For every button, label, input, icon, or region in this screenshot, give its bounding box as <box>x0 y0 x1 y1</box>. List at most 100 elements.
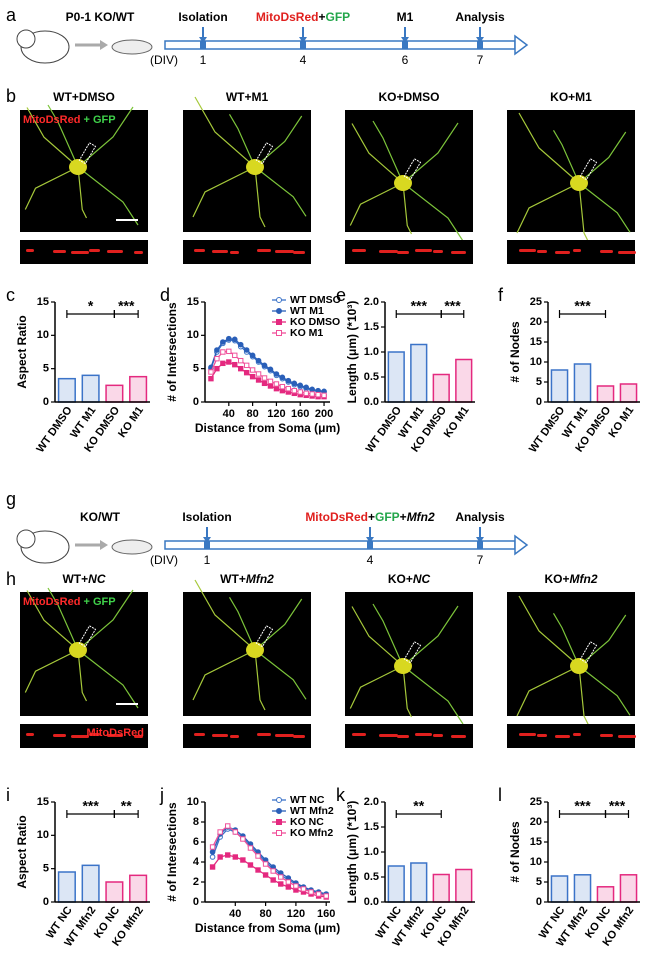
marker <box>247 862 254 868</box>
x-axis-label: Distance from Soma (μm) <box>195 921 340 935</box>
event-label: Isolation <box>178 10 227 24</box>
panel-label: a <box>6 5 17 25</box>
bar <box>387 351 405 403</box>
marker <box>261 380 268 387</box>
legend-marker <box>276 808 282 814</box>
text-part: WT+ <box>220 572 246 586</box>
marker <box>238 365 244 372</box>
legend-marker <box>276 330 282 336</box>
series-line <box>212 854 327 898</box>
marker <box>297 382 304 389</box>
neurite <box>372 120 404 184</box>
micrograph <box>183 96 311 264</box>
y-tick-label: 5 <box>536 376 542 388</box>
bar <box>596 385 615 403</box>
mito <box>134 251 143 254</box>
y-tick-label: 0 <box>193 396 199 408</box>
roi-box <box>579 158 598 181</box>
text-part: M1 <box>397 10 414 24</box>
marker <box>249 373 256 380</box>
neurite <box>47 104 79 168</box>
panel-label: k <box>336 785 346 805</box>
marker <box>249 367 256 373</box>
y-tick-label: 1.0 <box>364 846 379 858</box>
legend-marker <box>276 297 282 303</box>
text-part: KO+ <box>388 572 413 586</box>
mito <box>71 735 89 738</box>
marker <box>217 854 223 860</box>
roi-box <box>78 625 97 648</box>
arrow-gray-head <box>100 540 108 550</box>
y-tick-label: 8 <box>193 816 199 828</box>
timeline-head <box>514 534 529 556</box>
marker <box>273 385 280 392</box>
soma <box>394 658 412 674</box>
bar <box>455 868 473 903</box>
y-axis-label: # of Nodes <box>508 821 522 883</box>
text-part: + GFP <box>80 114 115 126</box>
y-tick-label: 10 <box>187 796 199 808</box>
overlay-label: MitoDsRed + GFP <box>23 596 116 608</box>
marker <box>262 861 269 867</box>
legend-marker <box>276 319 282 325</box>
mito <box>194 733 205 736</box>
y-tick-label: 0 <box>536 896 542 908</box>
sig-label: *** <box>118 298 135 314</box>
mito <box>212 250 228 253</box>
neurite <box>254 649 266 711</box>
marker <box>309 386 315 393</box>
pup-head <box>16 29 36 49</box>
text-part: Isolation <box>178 10 227 24</box>
text-part: + <box>400 510 407 524</box>
mito <box>89 733 100 736</box>
mito <box>194 249 205 252</box>
bar <box>57 377 76 403</box>
y-axis-label: Aspect Ratio <box>15 315 29 388</box>
mito <box>555 251 570 254</box>
neurite <box>254 166 266 228</box>
event-label: MitoDsRed+GFP+Mfn2 <box>305 510 435 524</box>
text-part: + <box>368 510 375 524</box>
marker <box>232 352 238 359</box>
soma <box>570 175 588 191</box>
neurite <box>351 606 404 667</box>
y-tick-label: 0 <box>43 896 49 908</box>
y-tick-label: 15 <box>530 836 542 848</box>
bar <box>81 374 100 403</box>
mito <box>573 733 581 736</box>
x-tick-label: 80 <box>246 408 258 420</box>
timeline-bar <box>164 40 516 50</box>
y-tick-label: 0 <box>536 396 542 408</box>
micrograph <box>507 110 636 264</box>
marker <box>243 369 250 376</box>
timeline: KO/WT(DIV)Isolation1MitoDsRed+GFP+Mfn24A… <box>16 510 529 567</box>
marker <box>262 872 269 878</box>
y-tick-label: 10 <box>530 856 542 868</box>
marker <box>226 359 232 365</box>
panel-label: d <box>160 285 170 305</box>
legend-marker <box>276 830 282 836</box>
neurite <box>349 665 404 709</box>
roi-box <box>255 142 274 165</box>
event-arrow-head <box>476 37 484 43</box>
bar <box>455 358 473 403</box>
roi-box <box>579 641 598 664</box>
marker <box>243 362 250 369</box>
x-tick-label: 200 <box>315 408 333 420</box>
mito <box>275 250 294 253</box>
animal-label: P0-1 KO/WT <box>66 10 135 24</box>
y-axis-label: # of Nodes <box>508 321 522 383</box>
marker <box>243 347 250 353</box>
neurite <box>552 612 580 667</box>
mito <box>212 734 228 737</box>
marker <box>270 877 276 883</box>
mito <box>618 251 636 254</box>
text-part: KO+DMSO <box>378 90 439 104</box>
y-tick-label: 10 <box>187 329 199 341</box>
marker <box>308 889 314 895</box>
neurite <box>518 112 580 184</box>
neurite <box>228 113 256 168</box>
mito <box>415 733 432 736</box>
y-tick-label: 2.0 <box>364 296 379 308</box>
marker <box>267 366 274 373</box>
